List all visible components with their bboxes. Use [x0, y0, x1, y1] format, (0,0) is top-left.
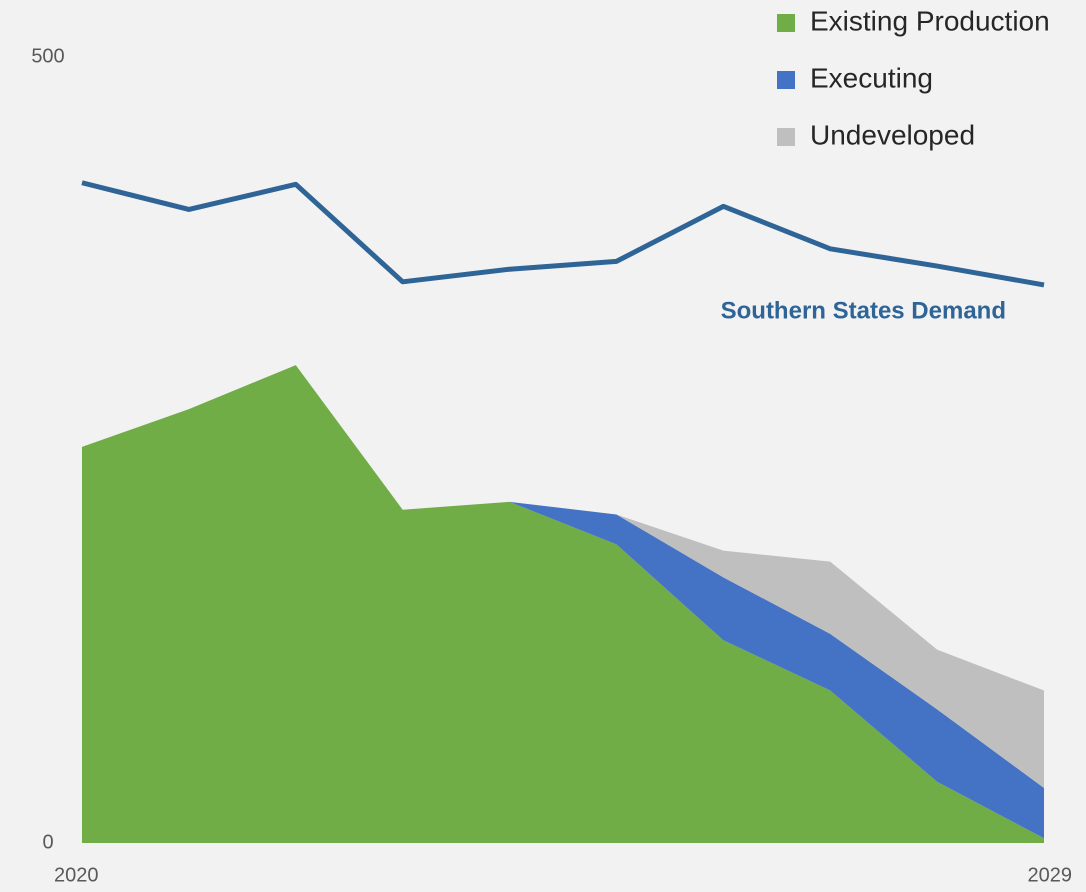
legend-label: Existing Production	[810, 5, 1050, 36]
annotation: Southern States Demand	[721, 297, 1006, 324]
y-tick-label: 500	[31, 45, 64, 67]
legend-swatch	[777, 128, 795, 146]
legend-swatch	[777, 71, 795, 89]
y-tick-label: 0	[42, 831, 53, 853]
area	[82, 365, 1044, 843]
x-tick-label: 2029	[1028, 864, 1073, 886]
legend-label: Executing	[810, 62, 933, 93]
x-tick-label: 2020	[54, 864, 99, 886]
demand-line	[81, 180, 1045, 288]
legend-swatch	[777, 14, 795, 32]
legend-label: Undeveloped	[810, 119, 975, 150]
